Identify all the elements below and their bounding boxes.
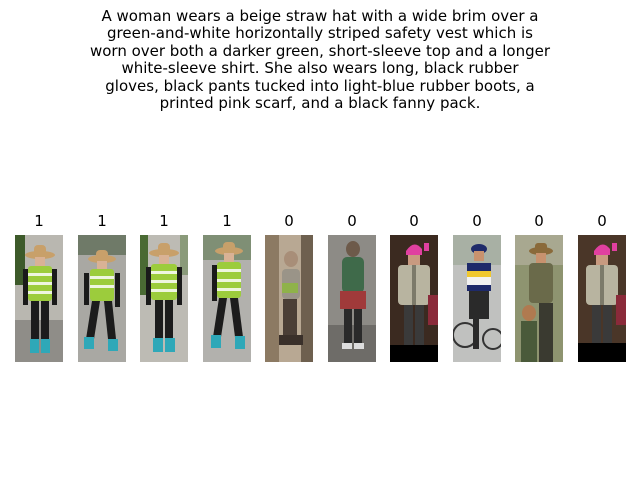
man-pink-hat-jacket-photo <box>390 235 438 362</box>
match-label: 0 <box>284 212 294 230</box>
caption-line: green-and-white horizontally striped saf… <box>107 24 533 43</box>
gallery-item: 1 <box>78 212 126 362</box>
caption-line: gloves, black pants tucked into light-bl… <box>105 76 535 95</box>
caption-line: worn over both a darker green, short-sle… <box>89 41 551 60</box>
gallery-item: 0 <box>453 212 501 362</box>
caption: A woman wears a beige straw hat with a w… <box>40 7 600 113</box>
match-label: 1 <box>159 212 169 230</box>
caption-line: printed pink scarf, and a black fanny pa… <box>159 94 481 113</box>
match-label: 1 <box>34 212 44 230</box>
woman-straw-hat-safety-vest-photo <box>203 235 251 362</box>
woman-straw-hat-safety-vest-photo <box>140 235 188 362</box>
gallery-item: 1 <box>203 212 251 362</box>
cyclist-striped-shirt-photo <box>453 235 501 362</box>
gallery-item: 1 <box>15 212 63 362</box>
gallery-item: 0 <box>328 212 376 362</box>
gallery-item: 0 <box>515 212 563 362</box>
gallery-item: 0 <box>578 212 626 362</box>
match-label: 0 <box>534 212 544 230</box>
match-label: 0 <box>409 212 419 230</box>
match-label: 1 <box>222 212 232 230</box>
pedestrian-green-backpack-photo <box>328 235 376 362</box>
man-pink-hat-jacket-photo <box>578 235 626 362</box>
gallery-item: 0 <box>390 212 438 362</box>
match-label: 0 <box>347 212 357 230</box>
woman-straw-hat-safety-vest-photo <box>78 235 126 362</box>
match-label: 0 <box>597 212 607 230</box>
match-label: 1 <box>97 212 107 230</box>
man-hat-with-child-photo <box>515 235 563 362</box>
gallery-item: 0 <box>265 212 313 362</box>
gallery-item: 1 <box>140 212 188 362</box>
woman-straw-hat-safety-vest-photo <box>15 235 63 362</box>
match-label: 0 <box>472 212 482 230</box>
caption-line: A woman wears a beige straw hat with a w… <box>101 7 539 25</box>
blurred-pedestrian-photo <box>265 235 313 362</box>
caption-line: white-sleeve shirt. She also wears long,… <box>121 59 519 78</box>
